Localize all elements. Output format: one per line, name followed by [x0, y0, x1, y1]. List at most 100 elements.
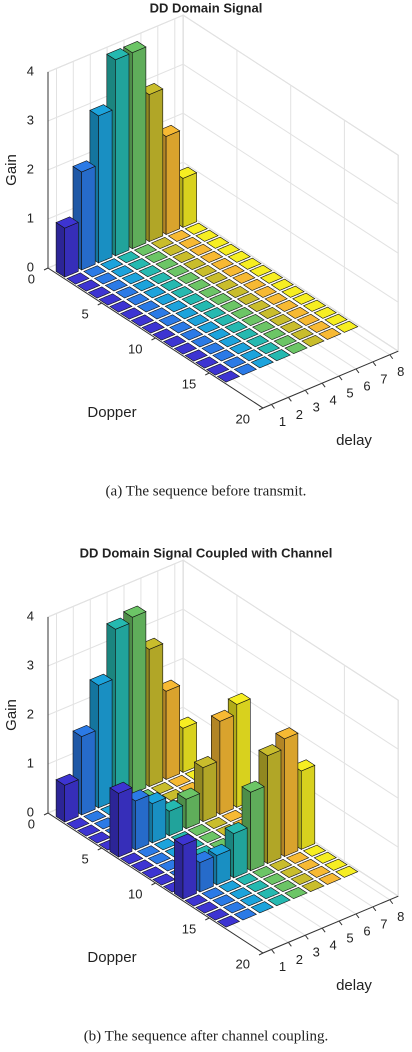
bar	[87, 286, 112, 299]
bar	[201, 342, 225, 355]
bar-face	[284, 887, 308, 900]
bar	[141, 866, 165, 879]
bar	[267, 349, 291, 362]
tick-mark	[43, 812, 49, 816]
bar	[93, 272, 118, 285]
bar-face	[109, 781, 133, 794]
bar-face	[215, 278, 239, 291]
y-axis-title: delay	[336, 432, 372, 449]
z-tick-label: 1	[27, 755, 34, 770]
bar-face	[147, 852, 172, 865]
bar	[150, 236, 175, 249]
bar	[275, 299, 299, 312]
bar-face	[187, 279, 212, 292]
bar	[181, 293, 205, 306]
bar	[133, 244, 158, 257]
bar	[216, 370, 241, 383]
bar	[247, 299, 271, 312]
bar-face	[184, 349, 208, 362]
bar	[307, 865, 331, 878]
bar-face	[199, 856, 214, 893]
bar-face	[229, 342, 253, 355]
bar-face	[64, 221, 79, 278]
z-tick-label: 1	[27, 210, 34, 225]
bar-face	[212, 349, 236, 362]
bar	[202, 307, 227, 320]
bar	[175, 307, 199, 320]
bar-face	[302, 844, 327, 857]
bar-face	[212, 894, 236, 907]
bar	[115, 286, 139, 299]
bar-face	[273, 335, 298, 348]
bar-face	[307, 865, 331, 878]
bar	[256, 342, 281, 355]
bar-face	[209, 293, 233, 306]
bar	[167, 774, 192, 787]
bar	[149, 272, 173, 285]
bar	[259, 271, 284, 284]
z-tick-label: 3	[27, 112, 34, 127]
bar-face	[252, 321, 276, 334]
bar	[136, 300, 161, 313]
y-tick-label: 5	[346, 385, 353, 400]
bar-face	[324, 313, 348, 326]
bar-face	[55, 216, 79, 229]
bar	[284, 342, 308, 355]
bar	[144, 251, 169, 264]
bar-face	[186, 314, 210, 327]
tick-mark	[389, 899, 394, 905]
bar-face	[216, 915, 241, 928]
bar	[169, 321, 193, 334]
bar	[121, 272, 145, 285]
bar	[130, 859, 155, 872]
bar-face	[245, 335, 270, 348]
bar-face	[296, 313, 321, 326]
bar	[268, 313, 293, 326]
tick-mark	[355, 913, 360, 919]
bar	[110, 265, 135, 278]
bar	[195, 356, 219, 369]
bar	[164, 300, 188, 313]
chart: DD Domain Signal Coupled with Channel012…	[3, 545, 404, 1044]
bar-face	[218, 880, 242, 893]
bar-face	[301, 334, 325, 347]
bar	[252, 866, 276, 879]
bar-face	[239, 349, 264, 362]
y-tick-label: 7	[380, 916, 387, 931]
bar-face	[104, 279, 129, 292]
bar	[318, 872, 342, 885]
bar-face	[158, 314, 182, 327]
bar	[147, 852, 172, 865]
tick-mark	[304, 389, 309, 395]
bar	[136, 845, 161, 858]
bar-face	[296, 858, 321, 871]
bar-face	[302, 299, 327, 312]
bar-face	[230, 307, 255, 320]
bar-face	[132, 46, 147, 250]
y-tick-label: 4	[330, 393, 337, 408]
bar-face	[195, 356, 219, 369]
bar	[141, 321, 165, 334]
y-tick-label: 6	[363, 378, 370, 393]
bar	[109, 300, 133, 313]
bar-face	[242, 278, 267, 291]
bar	[335, 865, 359, 878]
bar	[173, 342, 198, 355]
bar	[218, 335, 242, 348]
bar-face	[256, 887, 281, 900]
z-tick-label: 0	[27, 804, 34, 819]
bar-face	[267, 749, 282, 865]
bar	[296, 313, 321, 326]
tick-mark	[271, 404, 275, 409]
bar-face	[232, 271, 256, 284]
bar-face	[313, 306, 337, 319]
bar	[212, 349, 236, 362]
bar	[239, 894, 264, 907]
bar-face	[147, 307, 172, 320]
bar	[55, 216, 79, 278]
bar	[215, 278, 239, 291]
bar-face	[250, 786, 265, 872]
tick-mark	[258, 407, 264, 411]
bar-face	[227, 250, 251, 263]
bar-face	[205, 908, 230, 921]
